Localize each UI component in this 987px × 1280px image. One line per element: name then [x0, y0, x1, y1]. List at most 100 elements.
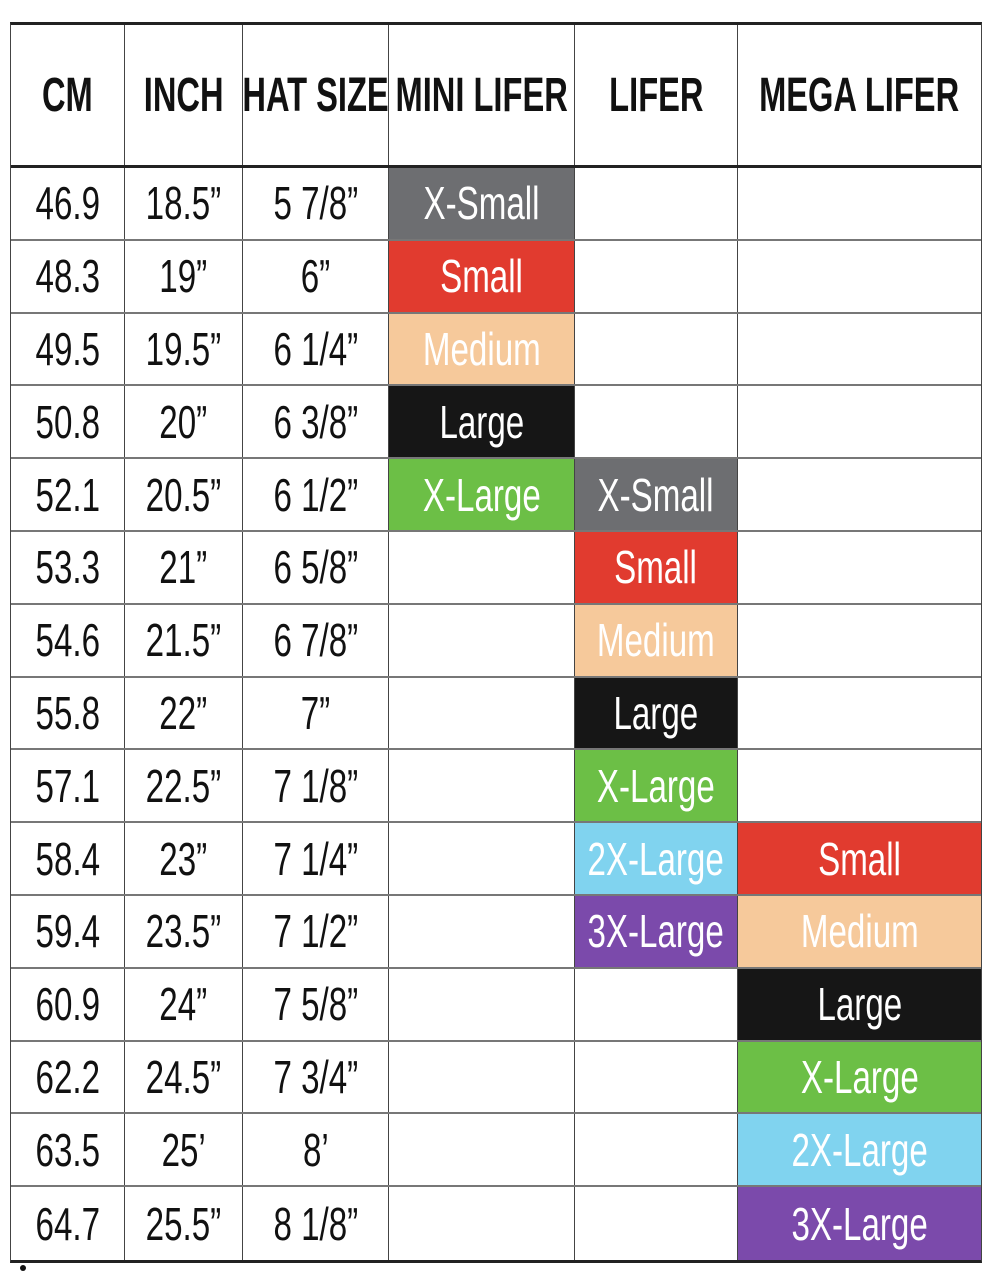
- size-badge-mega-lifer: Small: [738, 823, 981, 894]
- cell-hat-size: 7 1/8”: [243, 750, 389, 822]
- cell-text: 3X-Large: [587, 905, 725, 958]
- cell-hat-size: 6 1/4”: [243, 313, 389, 385]
- cell-inch: 25.5”: [125, 1187, 243, 1260]
- cell-text: 63.5: [35, 1123, 100, 1176]
- table-row: 50.8 20” 6 3/8” Large: [11, 386, 981, 460]
- cell-cm: 46.9: [11, 168, 125, 239]
- cell-text: 46.9: [35, 177, 100, 230]
- cell-inch: 18.5”: [125, 168, 243, 239]
- cell-text: 19.5”: [145, 322, 222, 375]
- cell-text: 6 3/8”: [273, 395, 358, 448]
- table-row: 63.5 25’ 8’ 2X-Large: [11, 1114, 981, 1188]
- cell-mini-lifer: [389, 968, 575, 1040]
- cell-mega-lifer: [738, 532, 981, 603]
- header-mega-lifer: MEGA LIFER: [738, 25, 981, 165]
- cell-hat-size: 8’: [243, 1114, 389, 1186]
- bullet-mark: [20, 1265, 26, 1271]
- cell-inch: 23”: [125, 823, 243, 894]
- table-row: 53.3 21” 6 5/8” Small: [11, 531, 981, 605]
- cell-inch: 20.5”: [125, 459, 243, 530]
- cell-text: 7 5/8”: [273, 978, 358, 1031]
- cell-mini-lifer: [389, 677, 575, 749]
- cell-text: 49.5: [35, 322, 100, 375]
- header-label: LIFER: [608, 68, 704, 122]
- cell-hat-size: 7 1/4”: [243, 823, 389, 894]
- cell-mega-lifer: [738, 605, 981, 676]
- cell-mega-lifer: [738, 750, 981, 821]
- size-badge-mini-lifer: X-Large: [389, 459, 575, 530]
- cell-text: 22.5”: [145, 759, 222, 812]
- cell-text: 64.7: [35, 1197, 100, 1250]
- cell-inch: 23.5”: [125, 895, 243, 967]
- cell-text: 19”: [159, 250, 208, 303]
- cell-mini-lifer: [389, 531, 575, 603]
- header-label: CM: [42, 68, 93, 122]
- cell-text: 20”: [159, 395, 208, 448]
- table-row: 60.9 24” 7 5/8” Large: [11, 968, 981, 1042]
- cell-mega-lifer: [738, 459, 981, 530]
- size-badge-mini-lifer: X-Small: [389, 168, 575, 239]
- cell-cm: 57.1: [11, 750, 125, 822]
- cell-cm: 60.9: [11, 968, 125, 1040]
- size-badge-mini-lifer: Small: [389, 240, 575, 312]
- cell-inch: 19.5”: [125, 313, 243, 385]
- cell-text: 60.9: [35, 978, 100, 1031]
- cell-mega-lifer: [738, 314, 981, 385]
- cell-text: 7 3/4”: [273, 1050, 358, 1103]
- cell-inch: 20”: [125, 386, 243, 458]
- header-label: HAT SIZE: [243, 68, 389, 122]
- cell-cm: 63.5: [11, 1114, 125, 1186]
- cell-text: 25’: [161, 1123, 206, 1176]
- cell-hat-size: 5 7/8”: [243, 168, 389, 239]
- header-label: MEGA LIFER: [759, 68, 960, 122]
- cell-mega-lifer: [738, 168, 981, 239]
- cell-text: 57.1: [35, 759, 100, 812]
- header-label: MINI LIFER: [395, 68, 568, 122]
- cell-text: 5 7/8”: [273, 177, 358, 230]
- cell-text: 52.1: [35, 468, 100, 521]
- cell-text: 6 5/8”: [273, 541, 358, 594]
- size-badge-mega-lifer: Large: [738, 968, 981, 1040]
- cell-cm: 58.4: [11, 823, 125, 894]
- cell-text: 3X-Large: [791, 1197, 928, 1250]
- header-cm: CM: [11, 25, 125, 165]
- cell-text: 6 7/8”: [273, 614, 358, 667]
- cell-cm: 54.6: [11, 604, 125, 676]
- table-row: 49.5 19.5” 6 1/4” Medium: [11, 313, 981, 387]
- size-badge-lifer: X-Small: [575, 459, 738, 530]
- cell-text: X-Small: [423, 177, 540, 230]
- cell-text: 50.8: [35, 395, 100, 448]
- cell-text: 62.2: [35, 1050, 100, 1103]
- cell-text: 48.3: [35, 250, 100, 303]
- cell-text: Large: [613, 686, 699, 739]
- size-badge-lifer: 3X-Large: [575, 895, 738, 967]
- cell-cm: 62.2: [11, 1041, 125, 1113]
- header-inch: INCH: [125, 25, 243, 165]
- cell-cm: 52.1: [11, 459, 125, 530]
- cell-text: 53.3: [35, 541, 100, 594]
- cell-inch: 19”: [125, 240, 243, 312]
- cell-text: 18.5”: [145, 177, 222, 230]
- size-badge-lifer: Medium: [575, 604, 738, 676]
- cell-mini-lifer: [389, 823, 575, 894]
- cell-mini-lifer: [389, 1187, 575, 1260]
- cell-text: 23”: [159, 832, 208, 885]
- cell-hat-size: 6”: [243, 240, 389, 312]
- cell-mini-lifer: [389, 750, 575, 822]
- table-row: 48.3 19” 6” Small: [11, 240, 981, 314]
- cell-hat-size: 8 1/8”: [243, 1187, 389, 1260]
- cell-lifer: [575, 313, 738, 385]
- cell-mini-lifer: [389, 604, 575, 676]
- cell-text: 54.6: [35, 614, 100, 667]
- cell-text: Medium: [597, 614, 715, 667]
- cell-hat-size: 7 1/2”: [243, 895, 389, 967]
- table-row: 59.4 23.5” 7 1/2” 3X-Large Medium: [11, 895, 981, 969]
- table-row: 46.9 18.5” 5 7/8” X-Small: [11, 168, 981, 241]
- cell-text: Large: [439, 395, 524, 448]
- cell-cm: 64.7: [11, 1187, 125, 1260]
- header-mini-lifer: MINI LIFER: [389, 25, 575, 165]
- cell-text: 6 1/4”: [273, 322, 358, 375]
- cell-text: 2X-Large: [587, 832, 725, 885]
- size-badge-lifer: Small: [575, 531, 738, 603]
- cell-text: 23.5”: [145, 905, 222, 958]
